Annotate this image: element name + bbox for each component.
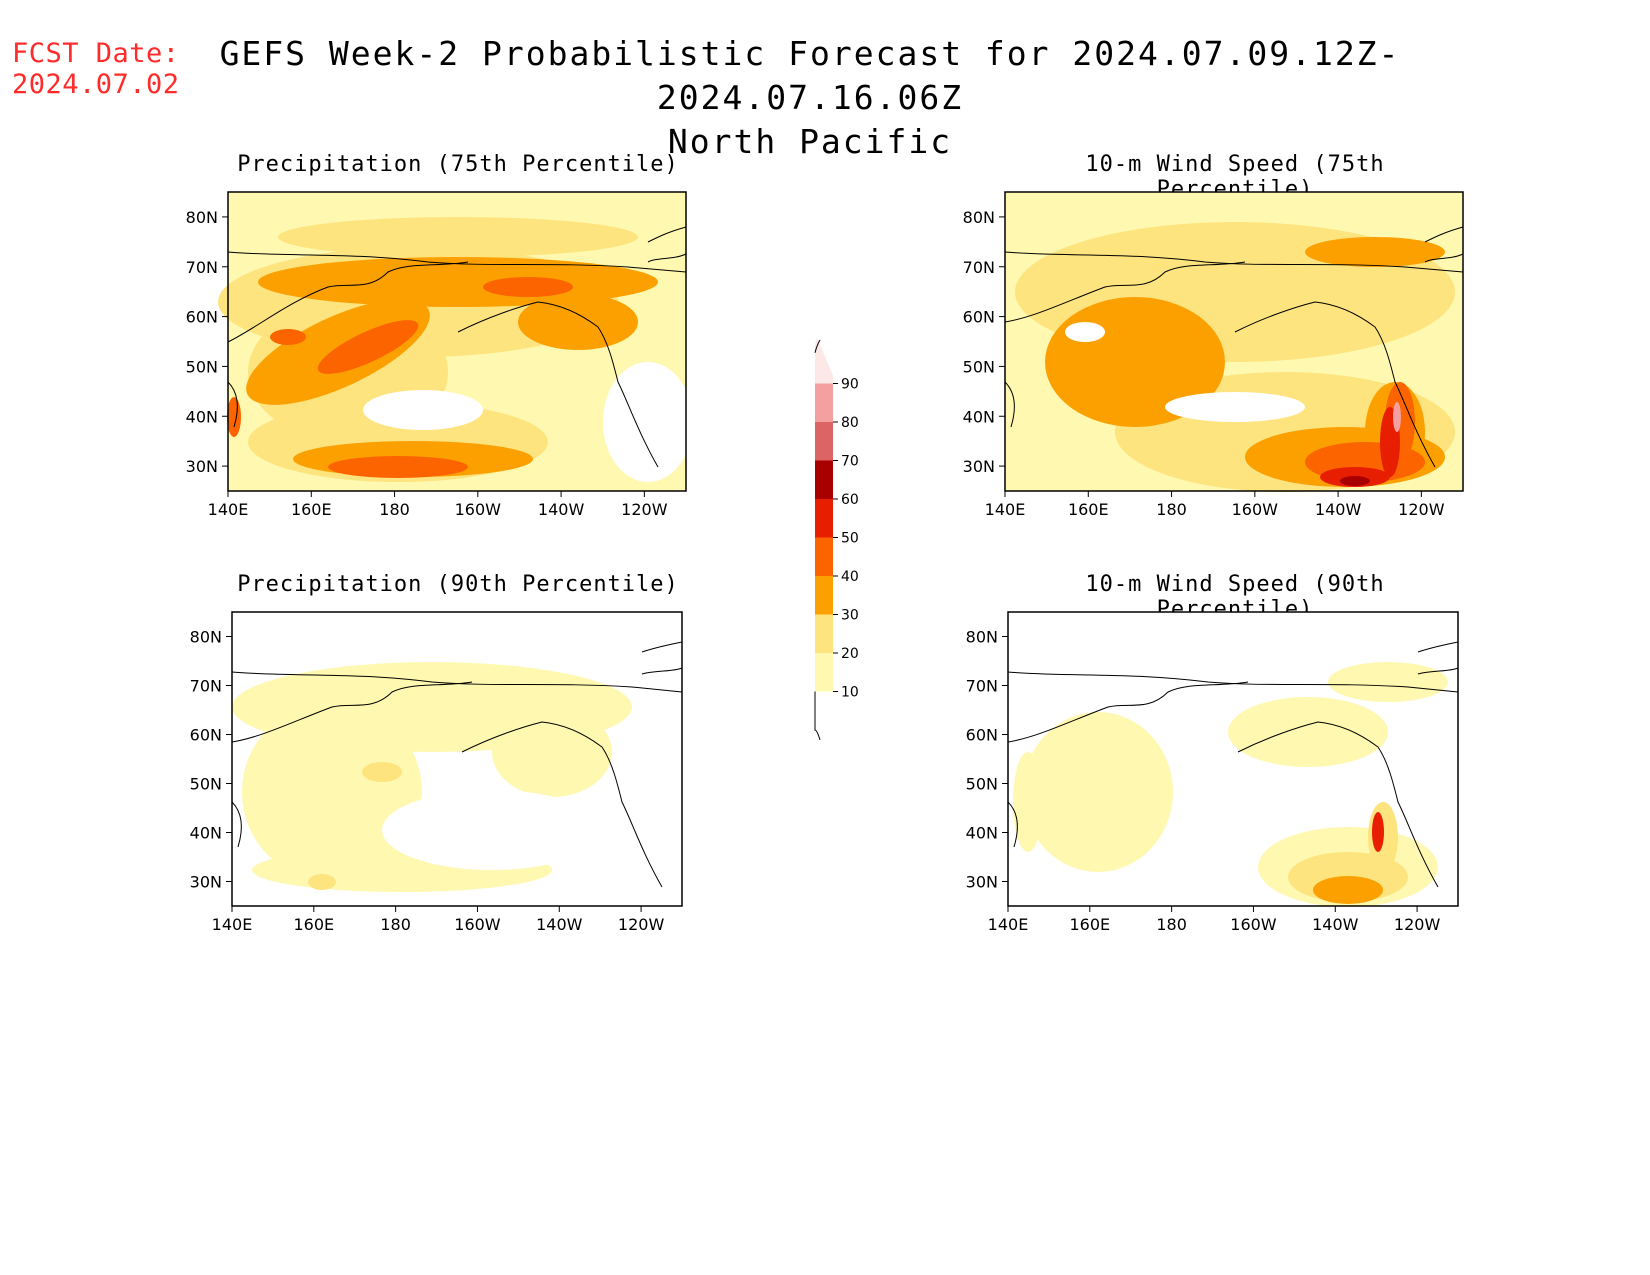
lat-tick-label: 70N (966, 677, 998, 696)
panel-title-precip-90: Precipitation (90th Percentile) (237, 572, 679, 597)
panel-title-wind-90: 10-m Wind Speed (90th Percentile) (1085, 572, 1385, 622)
panel-title-precip-75: Precipitation (75th Percentile) (237, 152, 679, 177)
figure-title: GEFS Week-2 Probabilistic Forecast for 2… (150, 32, 1470, 164)
coastlines (231, 641, 683, 888)
lon-tick-label: 160E (1068, 500, 1109, 519)
colorbar-swatch (815, 614, 833, 653)
colorbar-tail (814, 691, 821, 740)
forecast-date-value: 2024.07.02 (12, 69, 180, 100)
lat-tick-label: 60N (963, 308, 995, 327)
lat-tick-label: 30N (186, 457, 218, 476)
colorbar-label: 70 (841, 454, 859, 470)
lon-tick-label: 120W (1394, 915, 1441, 934)
lon-tick-label: 140W (538, 500, 585, 519)
forecast-date: FCST Date: 2024.07.02 (12, 38, 180, 100)
colorbar-label: 20 (841, 646, 859, 662)
lon-tick-label: 160W (455, 500, 502, 519)
lon-tick-label: 160E (293, 915, 334, 934)
lat-tick-label: 80N (190, 628, 222, 647)
lon-tick-label: 140W (1312, 915, 1359, 934)
lat-tick-label: 50N (963, 357, 995, 376)
probability-fill (1015, 222, 1455, 492)
forecast-date-label: FCST Date: (12, 38, 180, 69)
lat-tick-label: 60N (186, 308, 218, 327)
colorbar-swatch (815, 499, 833, 538)
lat-tick-label: 30N (963, 457, 995, 476)
lon-tick-label: 180 (1156, 500, 1187, 519)
lat-tick-label: 70N (963, 258, 995, 277)
lon-tick-label: 180 (380, 915, 411, 934)
lon-tick-label: 140W (536, 915, 583, 934)
colorbar-swatch (815, 337, 833, 384)
map-wind-75: 140E 160E 180 160W 140W 120W 80N 70N 60N 50N 40N 30… (963, 191, 1464, 519)
map-frame (231, 611, 683, 907)
colorbar-label: 80 (841, 415, 859, 431)
lon-tick-label: 180 (1156, 915, 1187, 934)
lat-tick-label: 40N (186, 407, 218, 426)
colorbar-label: 50 (841, 531, 859, 547)
lon-tick-label: 160W (454, 915, 501, 934)
lat-tick-label: 60N (966, 726, 998, 745)
map-precip-90: 140E 160E 180 160W 140W 120W 80N 70N 60N 50N 40N 30… (190, 611, 683, 934)
figure-title-line2: North Pacific (667, 122, 953, 161)
lat-tick-label: 70N (186, 258, 218, 277)
lon-tick-label: 160W (1232, 500, 1279, 519)
colorbar-label: 60 (841, 492, 859, 508)
map-frame (1007, 611, 1459, 907)
lat-tick-label: 80N (186, 208, 218, 227)
lon-tick-label: 120W (621, 500, 668, 519)
coastlines (1007, 641, 1459, 888)
lon-tick-label: 140E (212, 915, 253, 934)
coastlines (227, 226, 687, 468)
map-frame (1004, 191, 1464, 492)
lat-tick-label: 50N (186, 357, 218, 376)
lat-tick-label: 50N (966, 775, 998, 794)
colorbar-head (814, 339, 821, 353)
lat-tick-label: 30N (966, 873, 998, 892)
lat-tick-label: 50N (190, 775, 222, 794)
lon-tick-label: 140E (985, 500, 1026, 519)
lat-tick-label: 80N (966, 628, 998, 647)
colorbar-label: 90 (841, 377, 859, 393)
colorbar-label: 40 (841, 569, 859, 585)
lat-tick-label: 40N (190, 824, 222, 843)
figure-title-line1: GEFS Week-2 Probabilistic Forecast for 2… (219, 34, 1401, 117)
lon-tick-label: 140E (988, 915, 1029, 934)
lon-tick-label: 140W (1315, 500, 1362, 519)
lon-tick-label: 120W (1398, 500, 1445, 519)
map-frame (227, 191, 687, 492)
lat-tick-label: 60N (190, 726, 222, 745)
colorbar-label: 10 (841, 685, 859, 701)
colorbar-swatch (815, 460, 833, 499)
lat-tick-label: 30N (190, 873, 222, 892)
lon-tick-label: 160W (1230, 915, 1277, 934)
lon-tick-label: 140E (208, 500, 249, 519)
probability-fill (232, 662, 632, 892)
colorbar-label: 30 (841, 608, 859, 624)
lon-tick-label: 160E (291, 500, 332, 519)
colorbar-swatch (815, 422, 833, 461)
coastlines (1004, 226, 1464, 468)
lon-tick-label: 160E (1069, 915, 1110, 934)
probability-fill (218, 217, 693, 482)
lon-tick-label: 180 (379, 500, 410, 519)
colorbar-swatch (815, 383, 833, 422)
map-precip-75: 140E 160E 180 160W 140W 120W 80N 70N 60N 50N 40N 30… (186, 191, 693, 519)
lat-tick-label: 40N (963, 407, 995, 426)
colorbar-swatch (815, 653, 833, 692)
lat-tick-label: 70N (190, 677, 222, 696)
colorbar: 10 20 30 40 50 60 70 80 90 (814, 337, 859, 740)
lat-tick-label: 40N (966, 824, 998, 843)
lat-tick-label: 80N (963, 208, 995, 227)
lon-tick-label: 120W (618, 915, 665, 934)
colorbar-swatch (815, 576, 833, 615)
colorbar-swatch (815, 537, 833, 576)
probability-fill (1013, 662, 1448, 907)
map-wind-90: 140E 160E 180 160W 140W 120W 80N 70N 60N 50N 40N 30… (966, 611, 1459, 934)
